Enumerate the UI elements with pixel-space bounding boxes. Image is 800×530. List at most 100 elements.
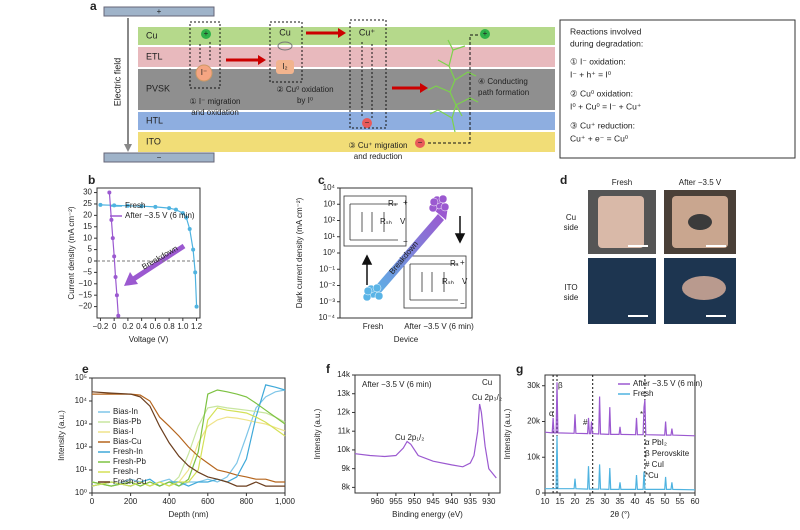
panel-label: a — [90, 0, 97, 13]
legend-label: Fresh-Cu — [113, 477, 146, 486]
point — [139, 204, 144, 209]
y-tick-label: 10k — [527, 452, 541, 461]
annotation: β Perovskite — [645, 449, 690, 458]
annotation: V — [400, 217, 406, 226]
caption: ③ Cu⁺ migration — [349, 141, 408, 150]
x-tick-label: 960 — [371, 497, 385, 506]
y-tick-label: 10⁻³ — [319, 297, 335, 306]
legend-label: After −3.5 V (6 min) — [633, 379, 703, 388]
x-tick-label: 50 — [661, 497, 670, 506]
caption: path formation — [478, 88, 529, 97]
species-label: + — [483, 29, 488, 38]
sphere — [363, 286, 373, 296]
x-tick-label: 0.2 — [122, 322, 134, 331]
x-tick-label: 40 — [631, 497, 640, 506]
species-label: − — [418, 138, 423, 147]
x-tick-label: 800 — [240, 497, 254, 506]
point — [187, 227, 192, 232]
reaction-text: ① I⁻ oxidation: — [570, 56, 626, 66]
layer-label: Cu — [146, 30, 158, 40]
x-tick-label: 20 — [571, 497, 580, 506]
x-tick-label: 30 — [601, 497, 610, 506]
series-line — [91, 391, 285, 487]
x-tick-label: 930 — [482, 497, 496, 506]
annotation: # — [583, 418, 588, 427]
layer-label: HTL — [146, 115, 163, 125]
point — [116, 313, 121, 318]
species-label: I⁻ — [201, 68, 207, 77]
caption: and oxidation — [191, 108, 239, 117]
arrow — [428, 35, 471, 144]
annotation: After −3.5 V (6 min) — [362, 380, 432, 389]
series-line — [354, 403, 497, 479]
photo — [588, 258, 656, 324]
y-tick-label: 8k — [342, 482, 351, 491]
layer-label: ETL — [146, 51, 163, 61]
x-tick-label: 950 — [408, 497, 422, 506]
y-tick-label: 10¹ — [75, 465, 87, 474]
species-label: + — [204, 29, 209, 38]
y-tick-label: 13k — [337, 389, 351, 398]
reaction-text: ③ Cu⁺ reduction: — [570, 120, 635, 130]
electron — [415, 138, 425, 148]
reaction-text: during degradation: — [570, 38, 643, 48]
circuit-insets — [343, 195, 467, 309]
annotation: α PbI₂ — [645, 438, 667, 447]
layer — [138, 47, 555, 67]
reaction-text: I⁻ + h⁺ = I⁰ — [570, 69, 612, 79]
point — [191, 247, 196, 252]
photo-sample — [598, 196, 644, 248]
layer — [138, 27, 555, 45]
x-axis-label: 2θ (°) — [610, 510, 630, 519]
x-tick-label: 45 — [646, 497, 655, 506]
point — [98, 202, 103, 207]
annotation: *Cu — [645, 471, 658, 480]
cu-grain — [277, 41, 293, 51]
point — [112, 254, 117, 259]
species-label: Cu — [279, 27, 291, 37]
x-tick-label: Fresh — [363, 322, 383, 331]
series-line — [92, 393, 285, 483]
panel-label: b — [88, 173, 95, 187]
arrows — [361, 216, 466, 285]
x-tick-label: 955 — [389, 497, 403, 506]
point — [153, 204, 158, 209]
x-tick-label: 60 — [691, 497, 700, 506]
point — [184, 215, 189, 220]
caption: ② Cu⁰ oxidation — [276, 85, 333, 94]
x-tick-label: 55 — [676, 497, 685, 506]
y-axis-label: Intensity (a.u.) — [503, 408, 512, 459]
layer — [138, 112, 555, 130]
series-line — [544, 382, 696, 437]
x-tick-label: 600 — [201, 497, 215, 506]
reaction-text: Cu⁺ + e⁻ = Cu⁰ — [570, 133, 629, 143]
y-tick-label: 12k — [337, 408, 351, 417]
x-tick-label: 1.2 — [191, 322, 203, 331]
legend-label: After −3.5 V (6 min) — [125, 211, 195, 220]
reaction-text: Reactions involved — [570, 26, 642, 36]
annotation: − — [403, 237, 408, 246]
series-line — [91, 389, 286, 487]
y-axis-label: Dark current density (mA cm⁻²) — [295, 197, 304, 308]
x-tick-label: 35 — [616, 497, 625, 506]
annotation: Rₛ — [388, 199, 397, 208]
row-label: side — [564, 293, 579, 302]
y-tick-label: 0 — [536, 488, 541, 497]
hole — [480, 29, 490, 39]
panel-label: d — [560, 173, 567, 187]
annotation: Cu 2p₁/₂ — [395, 433, 424, 442]
point — [109, 217, 114, 222]
series-line — [108, 192, 119, 316]
y-tick-label: 10 — [83, 233, 92, 242]
x-tick-label: 945 — [426, 497, 440, 506]
sphere-cluster — [428, 194, 450, 213]
annotation: Cu — [482, 378, 492, 387]
y-tick-label: 10k — [337, 445, 351, 454]
x-tick-label: 0 — [112, 322, 117, 331]
conducting-path — [427, 39, 479, 133]
point — [180, 211, 185, 216]
y-tick-label: 10³ — [75, 419, 87, 428]
point — [113, 274, 118, 279]
x-tick-label: After −3.5 V (6 min) — [404, 322, 474, 331]
panel-label: e — [82, 362, 89, 376]
